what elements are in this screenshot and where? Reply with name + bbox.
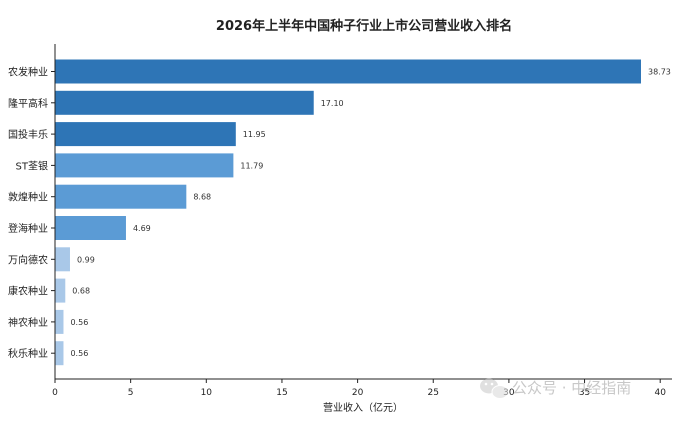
bar (55, 216, 126, 240)
bar (55, 122, 236, 147)
bar (55, 59, 641, 84)
category-label: 敦煌种业 (8, 191, 48, 204)
watermark: 公众号 · 中经指南 (480, 378, 631, 399)
category-label: 万向德农 (8, 253, 48, 266)
category-label: 神农种业 (8, 316, 48, 329)
watermark-text: 公众号 · 中经指南 (512, 379, 631, 397)
x-axis-title: 营业收入（亿元） (323, 401, 403, 414)
bar (55, 278, 66, 303)
category-label: 隆平高科 (8, 97, 48, 110)
chart-title: 2026年上半年中国种子行业上市公司营业收入排名 (216, 18, 512, 34)
bar-value-label: 4.69 (133, 224, 151, 233)
category-label: 登海种业 (8, 222, 48, 235)
bar (55, 309, 64, 334)
bar (55, 153, 234, 178)
bar-value-label: 0.56 (70, 318, 88, 327)
x-tick-label: 15 (276, 388, 287, 398)
category-label: ST荃银 (16, 159, 48, 172)
bar (55, 90, 314, 115)
x-tick-label: 35 (579, 388, 590, 398)
bar (55, 341, 64, 366)
bars-layer: 38.73 17.10 11.95 11.79 8.68 4.69 0.99 0.68 0.56… (55, 59, 671, 366)
x-tick-label: 25 (428, 388, 439, 398)
bar-value-label: 8.68 (193, 193, 211, 202)
bar-value-label: 0.99 (77, 255, 95, 264)
category-label: 秋乐种业 (8, 347, 48, 360)
x-tick-label: 30 (503, 388, 515, 398)
bar-value-label: 11.79 (240, 161, 263, 170)
bar-value-label: 0.68 (72, 287, 90, 296)
bar-value-label: 38.73 (648, 68, 671, 77)
x-tick-label: 0 (52, 388, 58, 398)
bar (55, 184, 187, 209)
x-tick-label: 10 (201, 388, 213, 398)
bar-value-label: 11.95 (243, 130, 266, 139)
category-label: 农发种业 (8, 66, 48, 79)
x-tick-label: 5 (128, 388, 134, 398)
category-label: 国投丰乐 (8, 128, 48, 141)
wechat-icon (480, 378, 509, 399)
bar (55, 247, 70, 272)
bar-value-label: 17.10 (321, 99, 344, 108)
x-tick-label: 20 (352, 388, 364, 398)
bar-value-label: 0.56 (70, 349, 88, 358)
x-tick-label: 40 (654, 388, 666, 398)
category-label: 康农种业 (8, 285, 48, 298)
